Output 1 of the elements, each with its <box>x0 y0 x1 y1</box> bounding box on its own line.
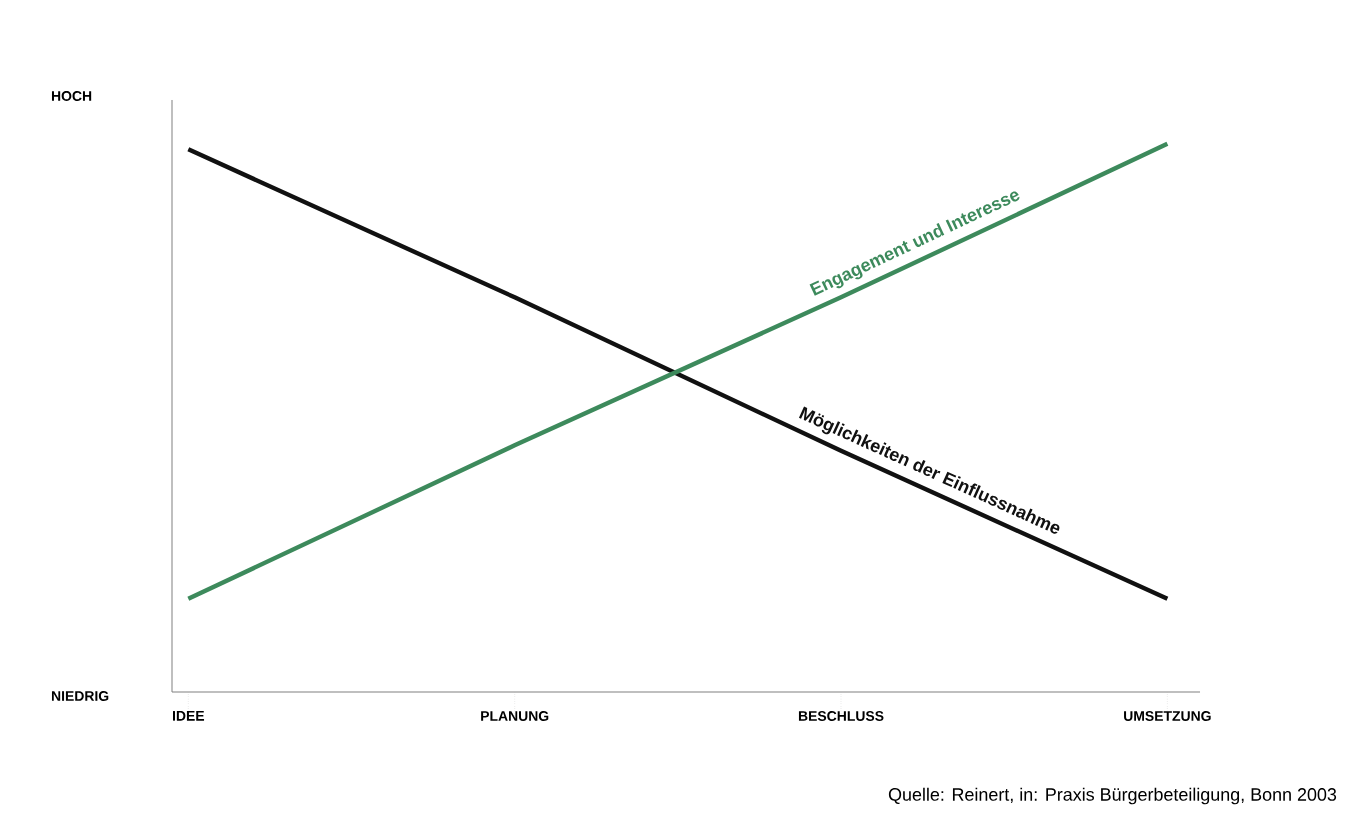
source-note: Quelle: Reinert, in: Praxis Bürgerbeteiligung, Bonn 2003 <box>888 787 1337 805</box>
